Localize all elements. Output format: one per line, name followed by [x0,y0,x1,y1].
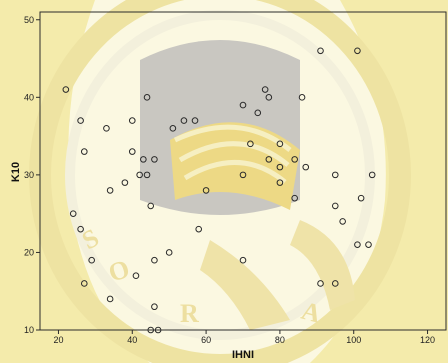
data-point [239,101,247,109]
y-tick-label: 10 [24,325,34,335]
x-tick-label: 60 [201,335,211,345]
data-point [202,187,210,194]
data-point [154,326,162,334]
x-axis: 20 40 60 80 100 120 [53,330,435,345]
data-point [331,202,339,210]
data-point [265,94,273,101]
data-points [62,47,376,334]
data-point [128,117,136,124]
data-point [239,256,247,264]
data-point [88,256,95,264]
data-point [165,249,173,256]
y-tick-label: 40 [24,92,34,102]
data-point [357,194,365,202]
data-point [317,47,324,55]
data-point [103,125,110,132]
data-point [261,86,269,93]
data-point [247,140,254,148]
data-point [62,86,70,93]
data-point [317,280,324,287]
y-tick-label: 20 [24,247,34,257]
data-point [128,148,136,155]
data-point [339,218,346,225]
data-point [80,280,88,287]
data-point [77,117,84,124]
x-tick-label: 20 [53,335,63,345]
data-point [331,171,339,179]
data-point [151,256,158,264]
data-point [298,94,306,101]
data-point [354,47,361,55]
data-point [276,140,284,148]
data-point [151,156,158,163]
y-tick-label: 50 [24,15,34,25]
x-tick-label: 120 [420,335,435,345]
x-tick-label: 40 [127,335,137,345]
data-point [136,171,143,179]
data-point [302,163,310,171]
data-point [80,148,88,155]
x-tick-label: 80 [275,335,285,345]
data-point [291,156,298,163]
data-point [143,171,151,179]
data-point [195,225,203,233]
data-point [106,295,114,303]
data-point [365,241,372,248]
data-point [291,194,298,202]
data-point [106,187,114,194]
data-point [276,163,284,171]
data-point [69,210,77,217]
plot-area [39,11,447,331]
x-axis-title: IHNI [232,349,254,361]
data-point [147,202,155,210]
data-point [354,241,361,248]
data-point [140,156,147,163]
data-point [239,171,247,179]
data-point [265,156,273,163]
data-point [368,171,376,179]
data-point [132,272,140,280]
y-tick-label: 30 [24,170,34,180]
y-axis-title: K10 [10,162,22,182]
data-point [77,225,84,233]
data-point [254,109,262,117]
data-point [169,125,177,132]
data-point [147,326,155,334]
data-point [191,117,199,124]
data-point [143,94,151,101]
data-point [331,280,339,287]
data-point [276,179,284,186]
svg-text:R: R [180,299,199,328]
y-axis: 10 20 30 40 50 [24,15,40,335]
data-point [121,179,129,186]
x-tick-label: 100 [346,335,361,345]
data-point [151,303,158,311]
data-point [180,117,188,124]
